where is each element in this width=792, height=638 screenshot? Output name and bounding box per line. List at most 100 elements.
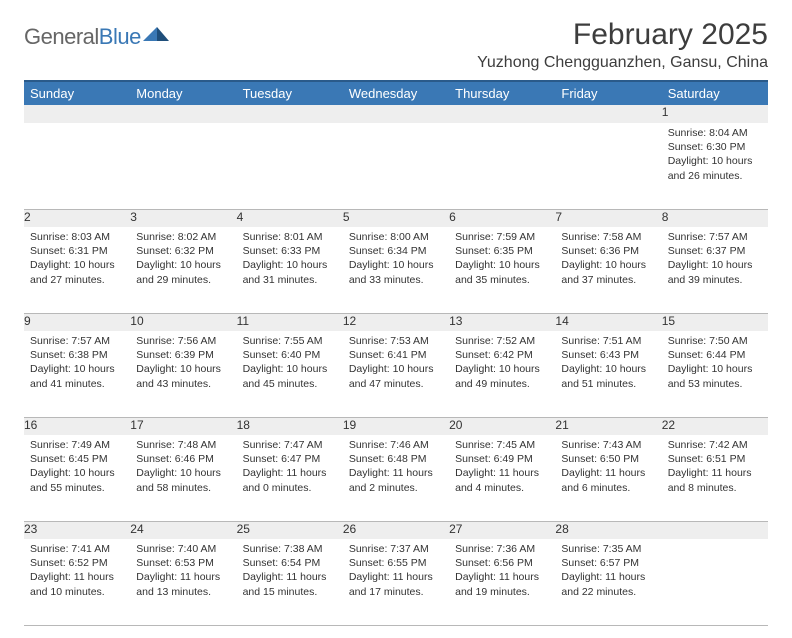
day-details: Sunrise: 7:35 AMSunset: 6:57 PMDaylight:…	[555, 539, 661, 603]
sunset-line: Sunset: 6:56 PM	[455, 556, 551, 570]
daylight-line: Daylight: 10 hours and 51 minutes.	[561, 362, 657, 390]
day-details: Sunrise: 7:36 AMSunset: 6:56 PMDaylight:…	[449, 539, 555, 603]
sunset-line: Sunset: 6:47 PM	[243, 452, 339, 466]
sunrise-line: Sunrise: 7:47 AM	[243, 438, 339, 452]
daylight-line: Daylight: 10 hours and 26 minutes.	[668, 154, 764, 182]
sunset-line: Sunset: 6:30 PM	[668, 140, 764, 154]
day-number-cell: 12	[343, 313, 449, 331]
daylight-line: Daylight: 11 hours and 13 minutes.	[136, 570, 232, 598]
day-number-cell	[130, 105, 236, 123]
day-details: Sunrise: 7:40 AMSunset: 6:53 PMDaylight:…	[130, 539, 236, 603]
day-content-cell: Sunrise: 8:00 AMSunset: 6:34 PMDaylight:…	[343, 227, 449, 313]
sunrise-line: Sunrise: 7:46 AM	[349, 438, 445, 452]
day-details: Sunrise: 7:45 AMSunset: 6:49 PMDaylight:…	[449, 435, 555, 499]
day-content-cell: Sunrise: 7:57 AMSunset: 6:38 PMDaylight:…	[24, 331, 130, 417]
triangle-icon	[143, 23, 171, 46]
day-number-cell: 28	[555, 521, 661, 539]
day-content-cell: Sunrise: 7:49 AMSunset: 6:45 PMDaylight:…	[24, 435, 130, 521]
sunset-line: Sunset: 6:53 PM	[136, 556, 232, 570]
sunrise-line: Sunrise: 7:40 AM	[136, 542, 232, 556]
day-number-cell: 3	[130, 209, 236, 227]
sunrise-line: Sunrise: 7:53 AM	[349, 334, 445, 348]
daylight-line: Daylight: 10 hours and 39 minutes.	[668, 258, 764, 286]
daylight-line: Daylight: 11 hours and 19 minutes.	[455, 570, 551, 598]
title-block: February 2025 Yuzhong Chengguanzhen, Gan…	[477, 18, 768, 72]
day-number-cell: 26	[343, 521, 449, 539]
daylight-line: Daylight: 10 hours and 43 minutes.	[136, 362, 232, 390]
daylight-line: Daylight: 11 hours and 2 minutes.	[349, 466, 445, 494]
weekday-header-cell: Friday	[555, 81, 661, 105]
day-content-cell: Sunrise: 7:59 AMSunset: 6:35 PMDaylight:…	[449, 227, 555, 313]
sunrise-line: Sunrise: 8:04 AM	[668, 126, 764, 140]
sunrise-line: Sunrise: 7:52 AM	[455, 334, 551, 348]
weekday-header: SundayMondayTuesdayWednesdayThursdayFrid…	[24, 81, 768, 105]
day-number-cell: 10	[130, 313, 236, 331]
day-details: Sunrise: 7:47 AMSunset: 6:47 PMDaylight:…	[237, 435, 343, 499]
sunset-line: Sunset: 6:39 PM	[136, 348, 232, 362]
weekday-header-cell: Monday	[130, 81, 236, 105]
daylight-line: Daylight: 11 hours and 0 minutes.	[243, 466, 339, 494]
daylight-line: Daylight: 10 hours and 47 minutes.	[349, 362, 445, 390]
day-content-cell	[237, 123, 343, 209]
day-details: Sunrise: 8:04 AMSunset: 6:30 PMDaylight:…	[662, 123, 768, 187]
day-content-cell: Sunrise: 8:03 AMSunset: 6:31 PMDaylight:…	[24, 227, 130, 313]
daylight-line: Daylight: 10 hours and 58 minutes.	[136, 466, 232, 494]
sunrise-line: Sunrise: 7:43 AM	[561, 438, 657, 452]
day-details: Sunrise: 7:43 AMSunset: 6:50 PMDaylight:…	[555, 435, 661, 499]
weekday-header-cell: Tuesday	[237, 81, 343, 105]
sunrise-line: Sunrise: 7:59 AM	[455, 230, 551, 244]
sunrise-line: Sunrise: 7:48 AM	[136, 438, 232, 452]
day-number-cell: 27	[449, 521, 555, 539]
sunrise-line: Sunrise: 7:42 AM	[668, 438, 764, 452]
sunset-line: Sunset: 6:36 PM	[561, 244, 657, 258]
day-details: Sunrise: 8:03 AMSunset: 6:31 PMDaylight:…	[24, 227, 130, 291]
day-content-cell: Sunrise: 7:52 AMSunset: 6:42 PMDaylight:…	[449, 331, 555, 417]
sunrise-line: Sunrise: 7:38 AM	[243, 542, 339, 556]
weekday-header-cell: Thursday	[449, 81, 555, 105]
daylight-line: Daylight: 10 hours and 37 minutes.	[561, 258, 657, 286]
day-number-cell	[343, 105, 449, 123]
sunset-line: Sunset: 6:54 PM	[243, 556, 339, 570]
logo-text: GeneralBlue	[24, 24, 141, 50]
sunrise-line: Sunrise: 7:55 AM	[243, 334, 339, 348]
day-details: Sunrise: 8:01 AMSunset: 6:33 PMDaylight:…	[237, 227, 343, 291]
day-number-cell: 14	[555, 313, 661, 331]
header: GeneralBlue February 2025 Yuzhong Chengg…	[24, 18, 768, 72]
daylight-line: Daylight: 11 hours and 10 minutes.	[30, 570, 126, 598]
day-content-cell: Sunrise: 7:40 AMSunset: 6:53 PMDaylight:…	[130, 539, 236, 625]
calendar-page: GeneralBlue February 2025 Yuzhong Chengg…	[0, 0, 792, 638]
location: Yuzhong Chengguanzhen, Gansu, China	[477, 54, 768, 72]
day-content-row: Sunrise: 7:57 AMSunset: 6:38 PMDaylight:…	[24, 331, 768, 417]
sunset-line: Sunset: 6:49 PM	[455, 452, 551, 466]
sunset-line: Sunset: 6:45 PM	[30, 452, 126, 466]
sunset-line: Sunset: 6:48 PM	[349, 452, 445, 466]
logo-text-blue: Blue	[99, 24, 141, 49]
sunset-line: Sunset: 6:50 PM	[561, 452, 657, 466]
day-content-row: Sunrise: 8:03 AMSunset: 6:31 PMDaylight:…	[24, 227, 768, 313]
daylight-line: Daylight: 11 hours and 22 minutes.	[561, 570, 657, 598]
sunrise-line: Sunrise: 8:03 AM	[30, 230, 126, 244]
day-number-cell: 9	[24, 313, 130, 331]
day-details: Sunrise: 7:52 AMSunset: 6:42 PMDaylight:…	[449, 331, 555, 395]
day-content-cell: Sunrise: 8:01 AMSunset: 6:33 PMDaylight:…	[237, 227, 343, 313]
sunrise-line: Sunrise: 8:01 AM	[243, 230, 339, 244]
sunrise-line: Sunrise: 7:49 AM	[30, 438, 126, 452]
daylight-line: Daylight: 10 hours and 41 minutes.	[30, 362, 126, 390]
day-content-cell: Sunrise: 7:38 AMSunset: 6:54 PMDaylight:…	[237, 539, 343, 625]
day-number-cell: 2	[24, 209, 130, 227]
day-content-cell	[555, 123, 661, 209]
day-number-cell: 5	[343, 209, 449, 227]
sunrise-line: Sunrise: 7:56 AM	[136, 334, 232, 348]
month-title: February 2025	[477, 18, 768, 52]
day-number-cell: 19	[343, 417, 449, 435]
sunrise-line: Sunrise: 7:37 AM	[349, 542, 445, 556]
day-content-cell: Sunrise: 7:35 AMSunset: 6:57 PMDaylight:…	[555, 539, 661, 625]
sunset-line: Sunset: 6:43 PM	[561, 348, 657, 362]
day-details: Sunrise: 7:37 AMSunset: 6:55 PMDaylight:…	[343, 539, 449, 603]
day-details: Sunrise: 7:48 AMSunset: 6:46 PMDaylight:…	[130, 435, 236, 499]
day-number-cell	[555, 105, 661, 123]
day-details: Sunrise: 7:51 AMSunset: 6:43 PMDaylight:…	[555, 331, 661, 395]
day-details: Sunrise: 7:49 AMSunset: 6:45 PMDaylight:…	[24, 435, 130, 499]
sunset-line: Sunset: 6:57 PM	[561, 556, 657, 570]
sunset-line: Sunset: 6:46 PM	[136, 452, 232, 466]
